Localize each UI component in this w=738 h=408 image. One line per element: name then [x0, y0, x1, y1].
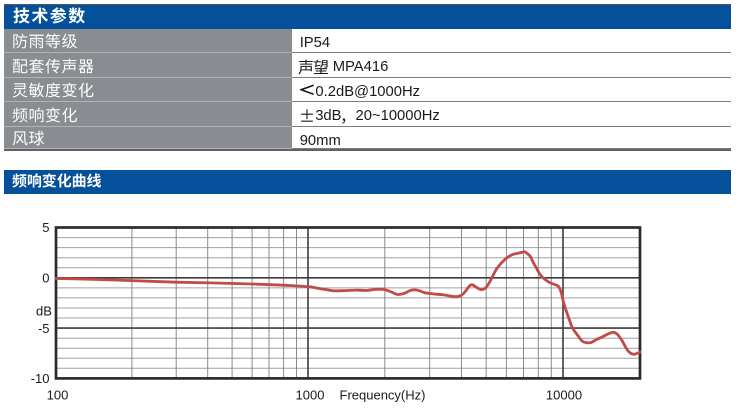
- svg-text:Frequency(Hz): Frequency(Hz): [340, 388, 426, 403]
- svg-text:10000: 10000: [546, 388, 582, 403]
- svg-text:0: 0: [42, 270, 49, 285]
- svg-text:1000: 1000: [296, 388, 325, 403]
- svg-text:-10: -10: [31, 371, 50, 386]
- svg-text:dB: dB: [36, 304, 52, 319]
- svg-text:100: 100: [47, 388, 69, 403]
- svg-text:-5: -5: [38, 321, 50, 336]
- svg-text:5: 5: [42, 220, 49, 235]
